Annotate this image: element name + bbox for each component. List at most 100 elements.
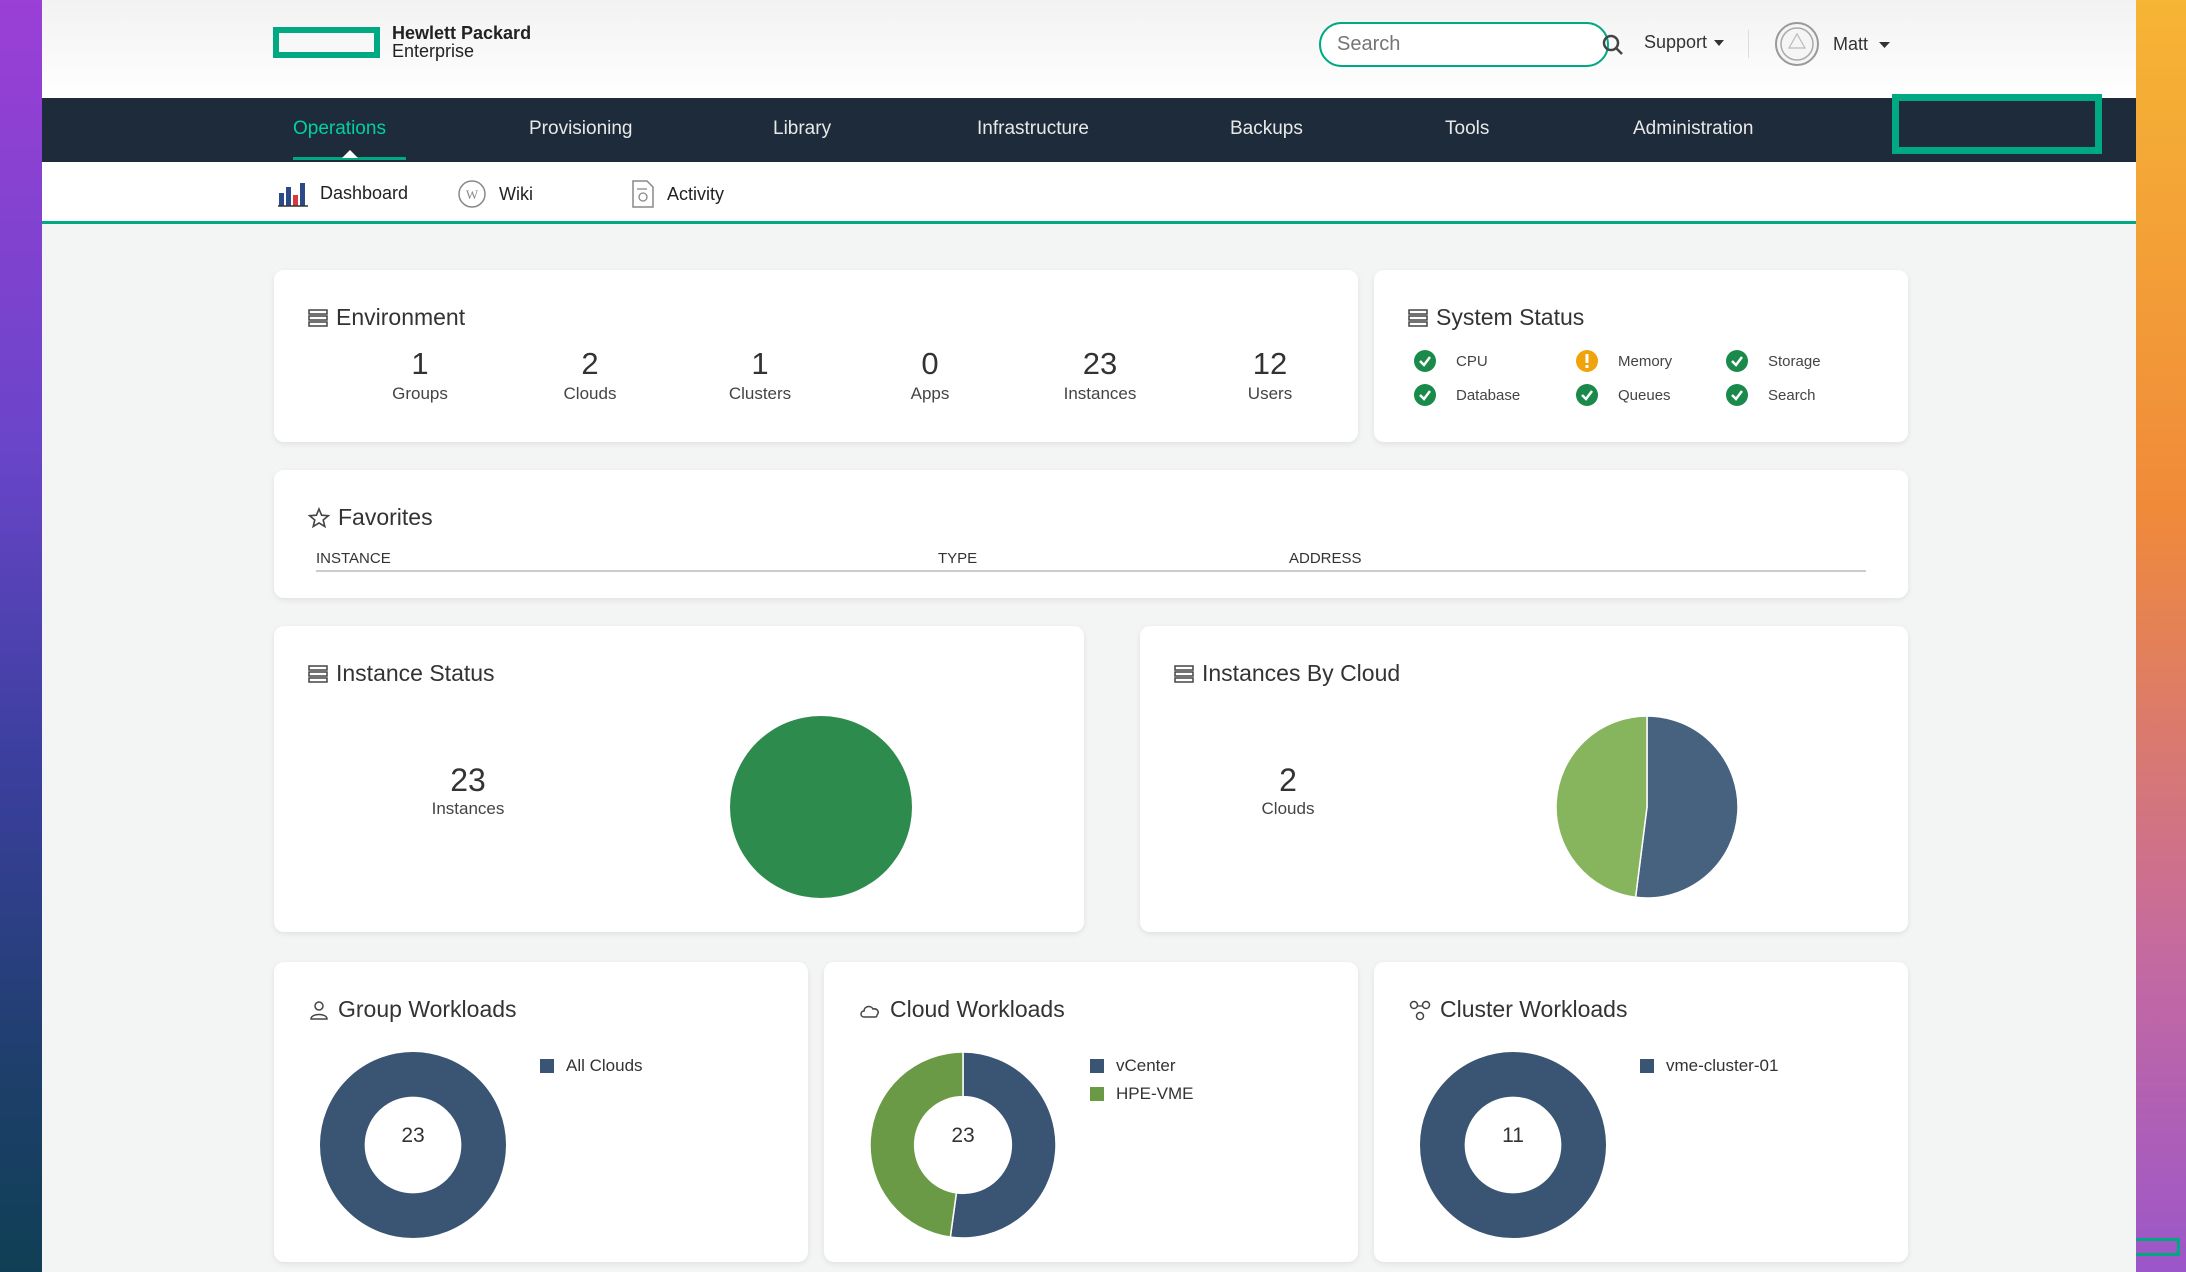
- legend-label: vme-cluster-01: [1666, 1056, 1779, 1075]
- status-label: Queues: [1618, 386, 1671, 404]
- nav-infrastructure[interactable]: Infrastructure: [977, 118, 1089, 139]
- slice-vcenter[interactable]: [1634, 715, 1739, 899]
- status-memory: Memory: [1576, 350, 1672, 372]
- legend-item[interactable]: vCenter: [1090, 1056, 1176, 1076]
- group-workloads-card: Group Workloads All Clouds 23: [274, 962, 808, 1262]
- star-icon: [308, 506, 330, 528]
- stat-value: 1: [411, 346, 429, 381]
- status-cpu: CPU: [1414, 350, 1488, 372]
- instance-count-value: 23: [450, 762, 486, 798]
- wiki-icon: W: [458, 180, 486, 208]
- header-divider: [1748, 30, 1749, 58]
- check-circle-icon: [1414, 350, 1436, 372]
- instances-by-cloud-card: Instances By Cloud 2 Clouds: [1140, 626, 1908, 932]
- nav-tools[interactable]: Tools: [1445, 118, 1490, 139]
- stat-label: Instances: [1063, 384, 1137, 403]
- legend-swatch: [1640, 1059, 1654, 1073]
- stat-label: Groups: [392, 384, 448, 403]
- slice-vcenter[interactable]: [949, 1051, 1057, 1239]
- stat-label: Users: [1247, 384, 1293, 403]
- cloud-workloads-title: Cloud Workloads: [858, 996, 1065, 1023]
- support-label: Support: [1644, 32, 1708, 52]
- system-status-title: System Status: [1408, 304, 1584, 331]
- column-address[interactable]: ADDRESS: [1289, 550, 1362, 567]
- stat-apps[interactable]: 0 Apps: [870, 346, 990, 404]
- slice-all-clouds[interactable]: [319, 1051, 507, 1239]
- chevron-down-icon: [1714, 40, 1725, 47]
- support-menu[interactable]: Support: [1644, 32, 1725, 53]
- check-circle-icon: [1726, 350, 1748, 372]
- dashboard-icon: [278, 183, 308, 207]
- donut-center-value: 23: [401, 1124, 425, 1147]
- stat-clusters[interactable]: 1 Clusters: [700, 346, 820, 404]
- list-icon: [1408, 308, 1428, 327]
- slice-hpe-vme[interactable]: [1555, 715, 1648, 899]
- search-input[interactable]: [1337, 33, 1602, 56]
- status-search: Search: [1726, 384, 1816, 406]
- cloud-count: 2 Clouds: [1208, 762, 1368, 819]
- legend-item[interactable]: vme-cluster-01: [1640, 1056, 1778, 1076]
- svg-text:W: W: [466, 187, 479, 202]
- stat-groups[interactable]: 1 Groups: [360, 346, 480, 404]
- nav-backups[interactable]: Backups: [1230, 118, 1303, 139]
- slice-vme-cluster-01[interactable]: [1419, 1051, 1607, 1239]
- search-box[interactable]: [1319, 22, 1623, 67]
- subnav-activity[interactable]: Activity: [631, 179, 724, 209]
- instance-count-label: Instances: [431, 799, 505, 818]
- status-label: Database: [1456, 386, 1521, 404]
- instances-by-cloud-pie-chart[interactable]: [1554, 714, 1740, 900]
- subnav-wiki[interactable]: W Wiki: [457, 179, 533, 209]
- status-label: Memory: [1618, 352, 1673, 370]
- status-label: CPU: [1456, 352, 1488, 370]
- nav-operations[interactable]: Operations: [293, 118, 386, 139]
- group-workloads-title-label: Group Workloads: [338, 996, 517, 1022]
- column-type[interactable]: TYPE: [938, 550, 978, 567]
- favorites-header-rule: [316, 570, 1866, 572]
- logo-line2: Enterprise: [392, 41, 475, 61]
- user-menu[interactable]: Matt: [1833, 34, 1891, 55]
- instance-status-pie-chart[interactable]: [728, 714, 914, 900]
- cluster-icon: [1409, 1000, 1431, 1020]
- cluster-workloads-donut-chart[interactable]: [1418, 1050, 1608, 1240]
- subnav-dashboard[interactable]: Dashboard: [278, 179, 408, 207]
- instances-by-cloud-title: Instances By Cloud: [1174, 660, 1400, 687]
- slice-hpe-vme[interactable]: [869, 1051, 964, 1238]
- status-label: Search: [1768, 386, 1816, 404]
- subnav-activity-label: Activity: [667, 183, 725, 204]
- column-instance[interactable]: INSTANCE: [316, 550, 391, 567]
- group-workloads-donut-chart[interactable]: [318, 1050, 508, 1240]
- stat-instances[interactable]: 23 Instances: [1040, 346, 1160, 404]
- avatar[interactable]: [1775, 22, 1819, 66]
- check-circle-icon: [1576, 384, 1598, 406]
- nav-library[interactable]: Library: [773, 118, 832, 139]
- cloud-workloads-title-label: Cloud Workloads: [890, 996, 1065, 1022]
- hpe-brand-box: [1892, 94, 2102, 154]
- main-nav: Operations Provisioning Library Infrastr…: [42, 94, 2136, 162]
- instance-status-card: Instance Status 23 Instances: [274, 626, 1084, 932]
- system-status-title-label: System Status: [1436, 304, 1585, 330]
- stat-value: 2: [581, 346, 599, 381]
- nav-provisioning[interactable]: Provisioning: [529, 118, 633, 139]
- top-bar: Hewlett Packard Enterprise Support: [42, 0, 2136, 98]
- app-window: Hewlett Packard Enterprise Support: [42, 0, 2136, 1272]
- stat-label: Apps: [910, 384, 950, 403]
- status-database: Database: [1414, 384, 1520, 406]
- slice-instances[interactable]: [730, 716, 912, 898]
- stat-users[interactable]: 12 Users: [1210, 346, 1330, 404]
- cluster-workloads-title-label: Cluster Workloads: [1440, 996, 1628, 1022]
- cloud-count-label: Clouds: [1261, 799, 1315, 818]
- cloud-workloads-card: Cloud Workloads vCenter HPE-VME 23: [824, 962, 1358, 1262]
- stat-clouds[interactable]: 2 Clouds: [530, 346, 650, 404]
- hpe-logo[interactable]: Hewlett Packard Enterprise: [273, 24, 531, 60]
- legend-item[interactable]: All Clouds: [540, 1056, 643, 1076]
- favorites-title-label: Favorites: [338, 504, 433, 530]
- cloud-workloads-donut-chart[interactable]: [868, 1050, 1058, 1240]
- legend-item[interactable]: HPE-VME: [1090, 1084, 1193, 1104]
- legend-label: All Clouds: [566, 1056, 643, 1075]
- stat-value: 1: [751, 346, 769, 381]
- search-icon[interactable]: [1602, 34, 1624, 56]
- environment-title: Environment: [308, 304, 465, 331]
- legend-label: vCenter: [1116, 1056, 1176, 1075]
- status-label: Storage: [1768, 352, 1821, 370]
- nav-administration[interactable]: Administration: [1633, 118, 1754, 139]
